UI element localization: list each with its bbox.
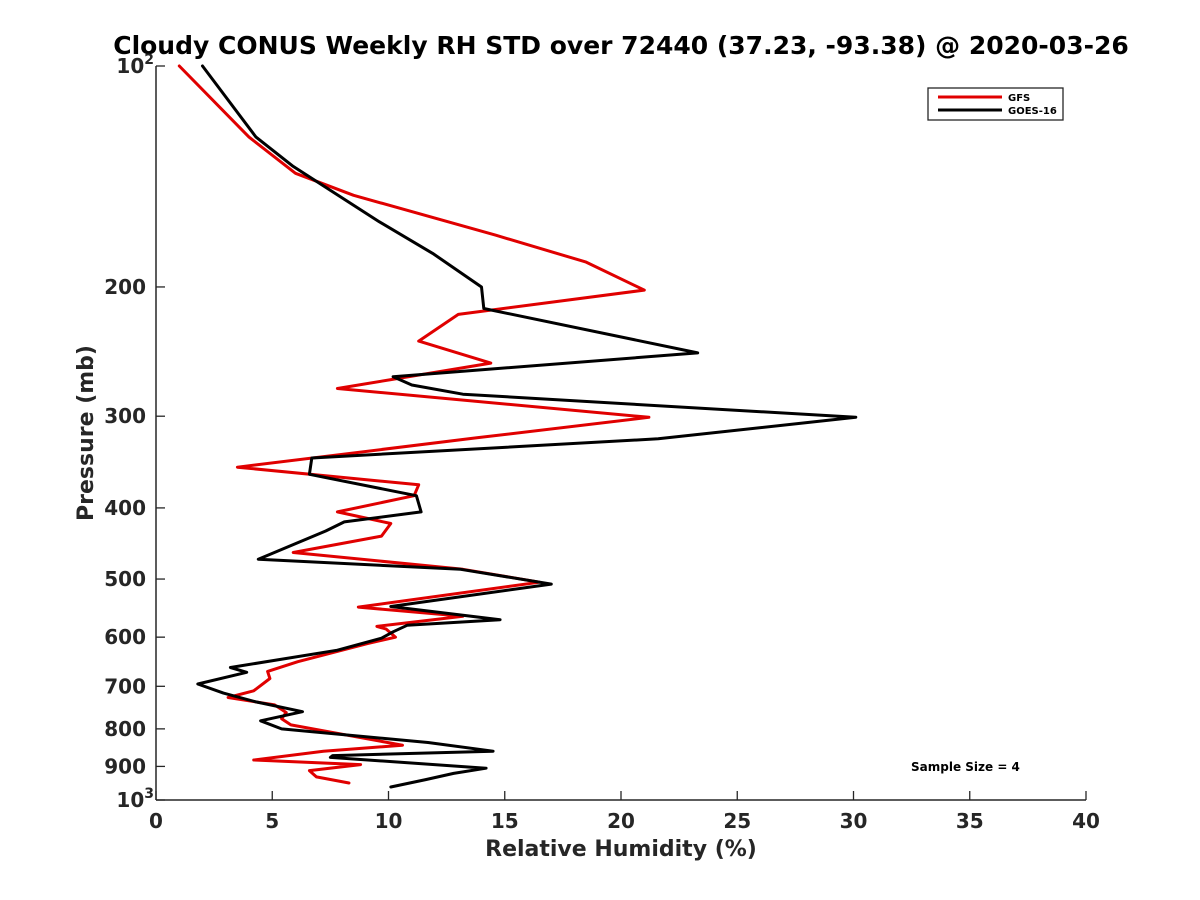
sample-size-annotation: Sample Size = 4 [911,760,1020,774]
x-tick-label: 10 [375,809,403,833]
series-group [177,64,858,789]
x-axis-label: Relative Humidity (%) [485,837,757,862]
y-tick-label: 700 [104,674,146,698]
chart-title: Cloudy CONUS Weekly RH STD over 72440 (3… [113,31,1129,60]
y-tick-label: 900 [104,754,146,778]
y-tick-label: 400 [104,496,146,520]
x-tick-label: 0 [149,809,163,833]
y-tick-label: 103 [116,786,154,812]
legend: GFS GOES-16 [927,87,1064,121]
x-tick-label: 40 [1072,809,1100,833]
axes [155,66,1086,801]
x-tick-label: 20 [607,809,635,833]
y-tick-label: 800 [104,717,146,741]
x-tick-label: 25 [723,809,751,833]
legend-gfs-label: GFS [1008,93,1030,104]
series-line-gfs [177,64,651,785]
y-axis-label: Pressure (mb) [74,345,99,521]
y-ticks: 102 200 300 400 500 600 700 800 900 103 [104,52,165,812]
y-tick-label: 600 [104,625,146,649]
y-tick-label: 500 [104,567,146,591]
series-line-goes-16 [196,64,858,789]
y-tick-label: 200 [104,275,146,299]
x-tick-label: 15 [491,809,519,833]
legend-goes-label: GOES-16 [1008,106,1057,117]
x-tick-label: 5 [265,809,279,833]
x-ticks: 0 5 10 15 20 25 30 35 40 [149,791,1100,833]
y-tick-label: 102 [116,52,154,78]
x-tick-label: 30 [840,809,868,833]
x-tick-label: 35 [956,809,984,833]
legend-box [927,87,1064,121]
y-tick-label: 300 [104,404,146,428]
